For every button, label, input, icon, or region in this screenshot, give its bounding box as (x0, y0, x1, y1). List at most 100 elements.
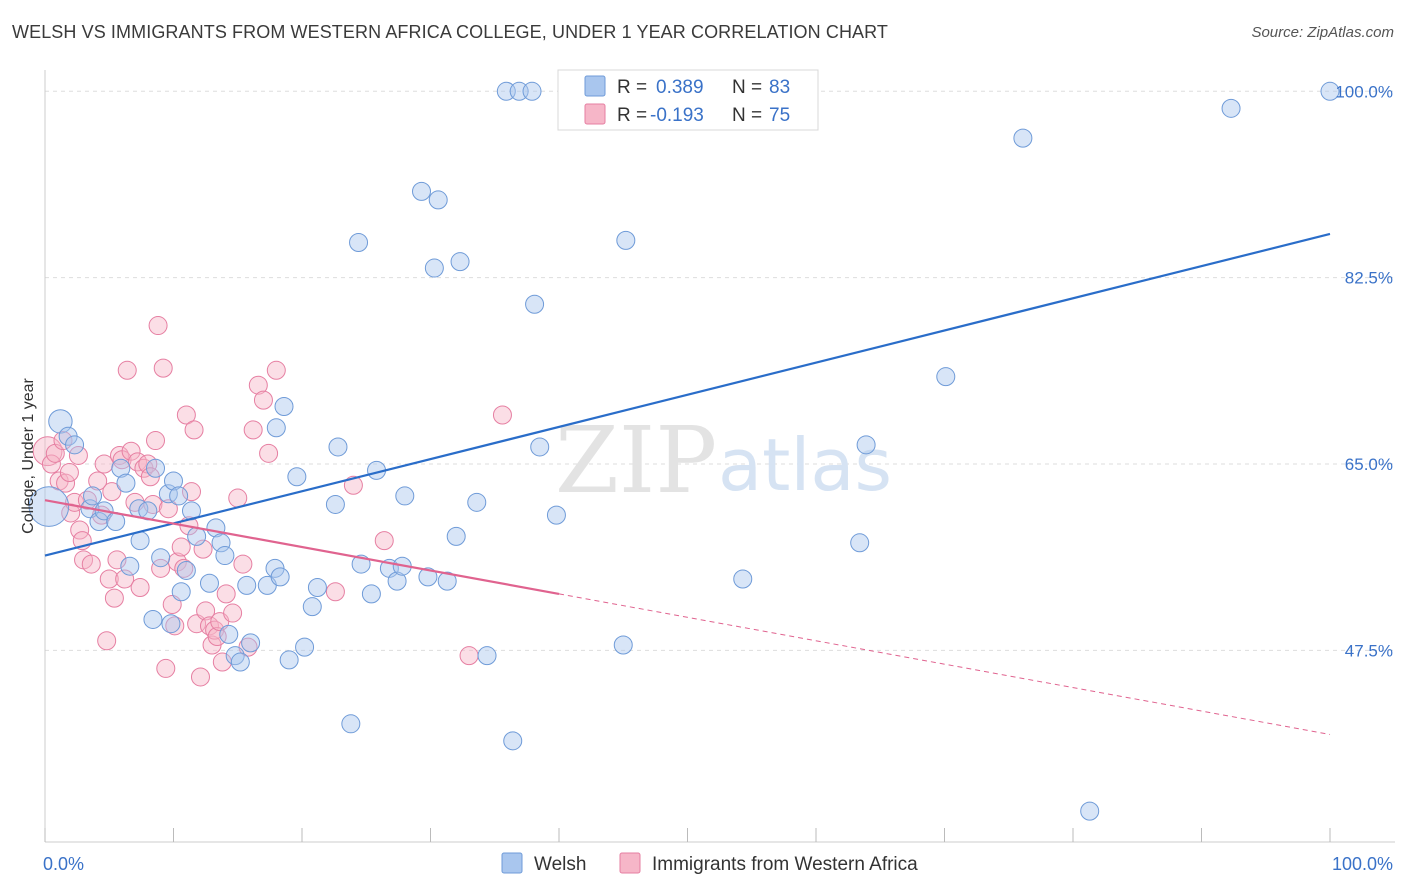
welsh-point-40 (307, 578, 327, 598)
welsh-point-42 (328, 437, 348, 457)
imm-point-60 (216, 584, 236, 604)
imm-point-38 (153, 358, 173, 378)
imm-point-18 (97, 631, 117, 651)
imm-point-44 (171, 537, 191, 557)
legend-imm-n-label: N = (732, 105, 762, 126)
welsh-point-68 (616, 230, 636, 250)
tick-labels: 47.5% 65.0% 82.5% 100.0% 0.0% 100.0% (43, 82, 1393, 874)
welsh-point-82 (146, 458, 166, 478)
imm-point-5 (56, 473, 76, 493)
welsh-point-71 (850, 533, 870, 553)
imm-point-65 (243, 420, 263, 440)
y-axis-title: College, Under 1 year (20, 378, 37, 534)
welsh-trend-line (44, 232, 1331, 557)
chart-title: WELSH VS IMMIGRANTS FROM WESTERN AFRICA … (12, 22, 889, 42)
imm-point-52 (193, 539, 213, 559)
source-credit: Source: ZipAtlas.com (1251, 24, 1394, 41)
imm-point-6 (59, 463, 79, 483)
imm-point-39 (156, 658, 176, 678)
imm-point-9 (68, 445, 88, 465)
welsh-point-78 (215, 546, 235, 566)
imm-point-71 (343, 475, 363, 495)
bottom-legend-welsh-swatch (501, 852, 523, 874)
welsh-point-53 (424, 258, 444, 278)
legend-welsh-n-label: N = (732, 77, 762, 98)
welsh-point-3 (65, 435, 85, 455)
imm-point-51 (190, 667, 210, 687)
welsh-point-15 (143, 609, 163, 629)
welsh-point-73 (936, 367, 956, 387)
watermark: ZIP atlas (555, 407, 892, 514)
imm-point-20 (102, 482, 122, 502)
welsh-point-38 (295, 637, 315, 657)
welsh-point-72 (856, 435, 876, 455)
welsh-point-6 (89, 511, 109, 531)
imm-point-30 (130, 578, 150, 598)
welsh-point-30 (237, 575, 257, 595)
welsh-point-43 (341, 714, 361, 734)
imm-point-40 (158, 499, 178, 519)
y-tick-label-2: 82.5% (1345, 269, 1393, 288)
imm-point-34 (143, 494, 163, 514)
welsh-point-57 (450, 252, 470, 272)
imm-point-69 (266, 360, 286, 380)
imm-point-63 (233, 554, 253, 574)
imm-point-37 (151, 558, 171, 578)
welsh-point-31 (241, 633, 261, 653)
imm-point-70 (325, 582, 345, 602)
welsh-point-45 (361, 584, 381, 604)
welsh-point-58 (467, 492, 487, 512)
welsh-point-29 (230, 652, 250, 672)
welsh-point-75 (1080, 801, 1100, 821)
imm-point-21 (104, 588, 124, 608)
welsh-points (28, 81, 1340, 821)
imm-points (32, 316, 512, 687)
imm-point-62 (228, 488, 248, 508)
legend-imm-swatch (584, 103, 606, 125)
imm-point-1 (41, 454, 61, 474)
welsh-point-80 (161, 614, 181, 634)
axes (44, 70, 1395, 843)
legend-imm-n-value: 75 (769, 105, 790, 126)
welsh-point-26 (211, 533, 231, 553)
imm-point-15 (88, 471, 108, 491)
welsh-point-27 (219, 624, 239, 644)
welsh-point-64 (525, 294, 545, 314)
welsh-point-39 (302, 597, 322, 617)
imm-point-36 (148, 316, 168, 336)
imm-point-68 (259, 443, 279, 463)
y-tick-label-3: 100.0% (1335, 82, 1393, 101)
imm-point-48 (181, 482, 201, 502)
welsh-point-59 (477, 646, 497, 666)
welsh-point-50 (395, 486, 415, 506)
welsh-point-55 (437, 571, 457, 591)
welsh-point-20 (171, 582, 191, 602)
imm-point-26 (117, 360, 137, 380)
series-legend: Welsh Immigrants from Western Africa (501, 852, 918, 875)
imm-point-46 (176, 405, 196, 425)
bottom-legend-imm-swatch (619, 852, 641, 874)
welsh-point-35 (270, 567, 290, 587)
welsh-point-16 (151, 548, 171, 568)
legend-welsh-swatch (584, 75, 606, 97)
welsh-point-51 (412, 181, 432, 201)
welsh-point-18 (164, 471, 183, 491)
welsh-point-5 (83, 486, 103, 506)
welsh-point-65 (530, 437, 550, 457)
imm-trend-line (44, 499, 560, 595)
x-tick-label-max: 100.0% (1332, 854, 1393, 874)
welsh-point-56 (446, 526, 466, 546)
bottom-legend-welsh-label: Welsh (534, 854, 586, 875)
legend-imm-r-label: R = (617, 105, 647, 126)
imm-point-53 (196, 601, 216, 621)
welsh-point-0 (28, 486, 70, 527)
y-tick-label-0: 47.5% (1345, 641, 1393, 660)
legend-welsh-r-value: 0.389 (656, 77, 704, 98)
imm-point-35 (146, 431, 166, 451)
welsh-point-24 (199, 573, 219, 593)
welsh-point-61 (503, 731, 523, 751)
welsh-point-19 (169, 486, 189, 506)
legend-welsh-n-value: 83 (769, 77, 790, 98)
imm-point-27 (121, 441, 141, 461)
